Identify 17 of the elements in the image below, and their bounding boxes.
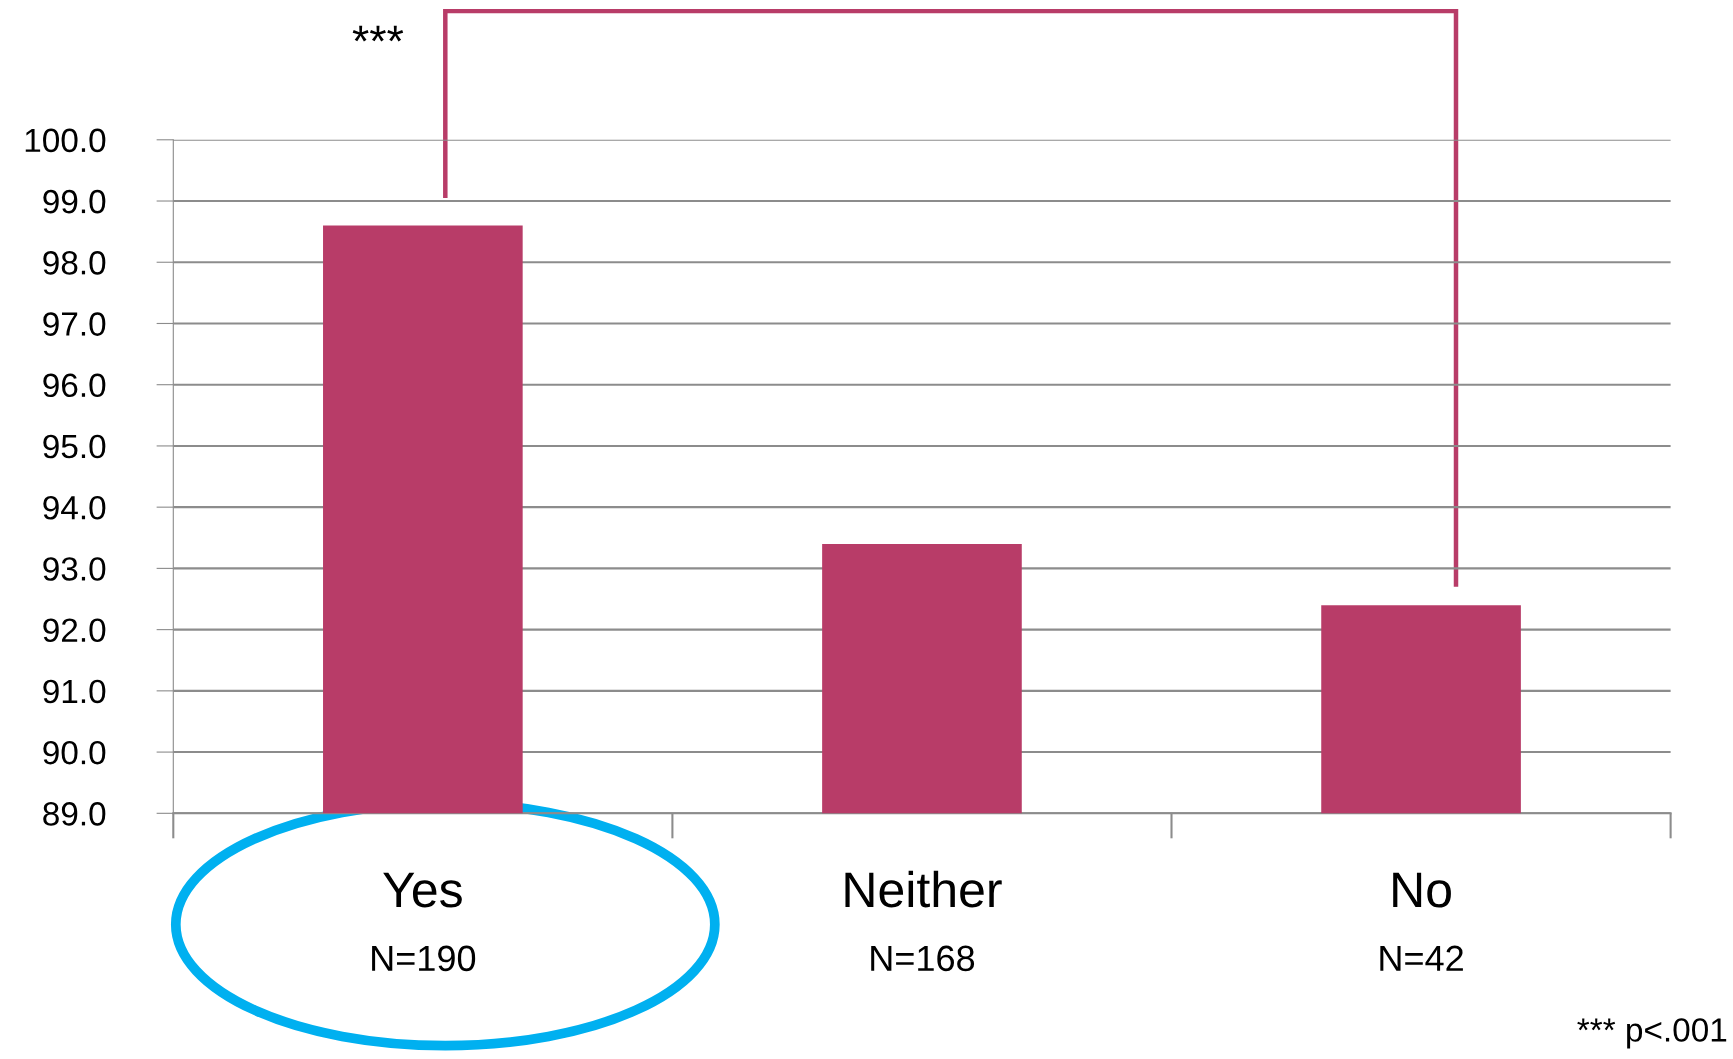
y-tick-label: 92.0 xyxy=(43,618,106,643)
x-tick-label: No N=42 xyxy=(1380,872,1463,971)
y-tick-label: 99.0 xyxy=(43,189,106,214)
x-tick-label: Yes N=190 xyxy=(372,872,476,972)
x-tick-label: Neither N=168 xyxy=(845,870,1002,972)
text: *** xyxy=(352,25,404,42)
y-tick-label: 89.0 xyxy=(43,802,106,826)
y-tick-label: 90.0 xyxy=(43,740,106,765)
y-tick-label: 100.0 xyxy=(25,128,106,153)
y-tick-label: 97.0 xyxy=(43,312,106,336)
y-tick-label: 93.0 xyxy=(43,557,106,581)
y-tick-label: 95.0 xyxy=(43,434,106,459)
y-tick-label: 98.0 xyxy=(43,251,106,275)
text: *** p<.001 xyxy=(1577,1018,1727,1049)
y-tick-label: 94.0 xyxy=(43,495,106,520)
y-tick-label: 96.0 xyxy=(43,373,106,398)
y-tick-label: 91.0 xyxy=(43,679,106,704)
